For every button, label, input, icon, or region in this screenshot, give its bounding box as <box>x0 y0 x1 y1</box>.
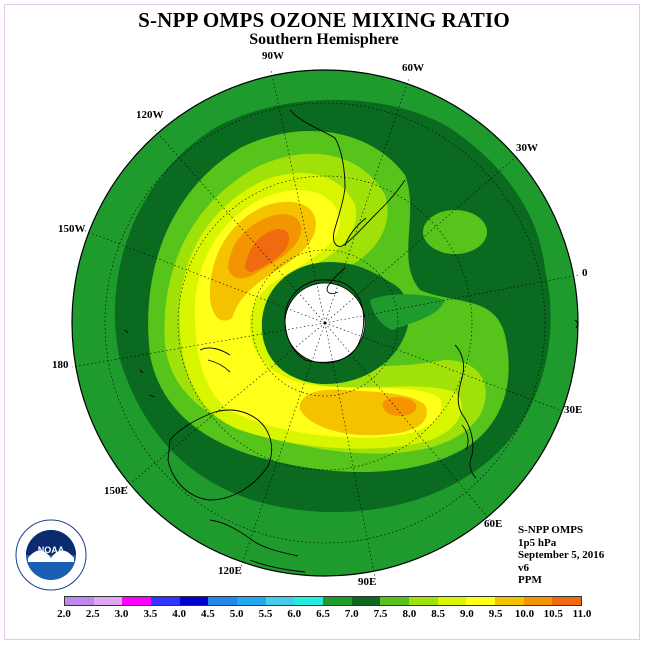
lon-label-120w: 120W <box>136 109 164 121</box>
colorbar-tick-label: 9.0 <box>460 608 474 620</box>
lon-label-90e: 90E <box>358 576 377 588</box>
colorbar-swatch <box>466 597 496 605</box>
colorbar-tick-label: 11.0 <box>572 608 592 620</box>
colorbar-swatch <box>65 597 94 605</box>
colorbar-swatch <box>237 597 266 605</box>
graticule <box>71 69 579 579</box>
colorbar-ticks: 2.0 2.5 3.0 3.5 4.0 4.5 5.0 5.5 6.0 6.5 7.0 7.5 8.0 8… <box>57 608 591 622</box>
lon-label-150e: 150E <box>104 485 128 497</box>
colorbar-tick-label: 7.5 <box>373 608 388 620</box>
colorbar-swatch <box>208 597 238 605</box>
colorbar-tick-label: 3.5 <box>143 608 158 620</box>
lon-label-180: 180 <box>52 359 69 371</box>
colorbar-tick-label: 7.0 <box>344 608 359 620</box>
colorbar-tick-label: 10.0 <box>514 608 535 620</box>
map-title: S-NPP OMPS OZONE MIXING RATIO <box>138 8 510 32</box>
colorbar-swatch <box>151 597 180 605</box>
south-pole-marker <box>323 321 327 325</box>
colorbar-swatch <box>122 597 152 605</box>
coastlines <box>124 109 578 573</box>
colorbar <box>64 596 582 606</box>
contour-9-5-east <box>382 396 417 416</box>
colorbar-swatch <box>93 597 123 605</box>
colorbar-swatch <box>179 597 209 605</box>
info-block: S-NPP OMPS 1p5 hPa September 5, 2016 v6 … <box>518 524 604 587</box>
lon-label-0: 0 <box>582 267 588 279</box>
colorbar-swatch <box>265 597 295 605</box>
colorbar-tick-label: 5.0 <box>229 608 244 620</box>
colorbar-swatch <box>523 597 553 605</box>
contour-7-0-island <box>423 210 487 254</box>
info-instrument: S-NPP OMPS <box>518 524 584 536</box>
lon-label-120e: 120E <box>218 565 242 577</box>
colorbar-tick-label: 5.5 <box>258 608 273 620</box>
colorbar-swatch <box>351 597 381 605</box>
noaa-logo-text: NOAA <box>38 545 65 555</box>
colorbar-tick-label: 9.5 <box>488 608 503 620</box>
colorbar-swatch <box>323 597 352 605</box>
lon-label-30e: 30E <box>564 404 583 416</box>
colorbar-tick-label: 10.5 <box>543 608 563 620</box>
colorbar-tick-label: 2.0 <box>57 608 71 620</box>
info-date: September 5, 2016 <box>518 549 605 561</box>
info-level: 1p5 hPa <box>518 536 557 549</box>
map-subtitle: Southern Hemisphere <box>249 31 399 48</box>
lon-label-150w: 150W <box>58 223 86 235</box>
colorbar-tick-label: 3.0 <box>114 608 129 620</box>
lon-label-60e: 60E <box>484 518 503 530</box>
noaa-logo: NOAA <box>15 519 87 591</box>
lon-label-60w: 60W <box>402 62 424 74</box>
colorbar-tick-label: 4.5 <box>201 608 215 620</box>
colorbar-swatch <box>294 597 324 605</box>
contour-10-0 <box>245 228 290 272</box>
lon-label-90w: 90W <box>262 50 284 62</box>
colorbar-tick-label: 8.0 <box>402 608 417 620</box>
colorbar-tick-label: 6.5 <box>316 608 330 620</box>
colorbar-tick-label: 8.5 <box>431 608 445 620</box>
info-version: v6 <box>518 561 529 574</box>
colorbar-tick-label: 4.0 <box>172 608 186 620</box>
colorbar-swatch <box>409 597 438 605</box>
lon-label-30w: 30W <box>516 142 538 154</box>
plot-frame <box>4 4 640 640</box>
colorbar-swatch <box>552 597 582 605</box>
colorbar-tick-label: 6.0 <box>287 608 302 620</box>
colorbar-tick-label: 2.5 <box>85 608 100 620</box>
colorbar-swatch <box>437 597 467 605</box>
contour-6-0-notch <box>370 294 445 330</box>
colorbar-swatch <box>495 597 524 605</box>
info-units: PPM <box>518 574 542 586</box>
map-border <box>71 69 579 577</box>
colorbar-swatch <box>380 597 410 605</box>
